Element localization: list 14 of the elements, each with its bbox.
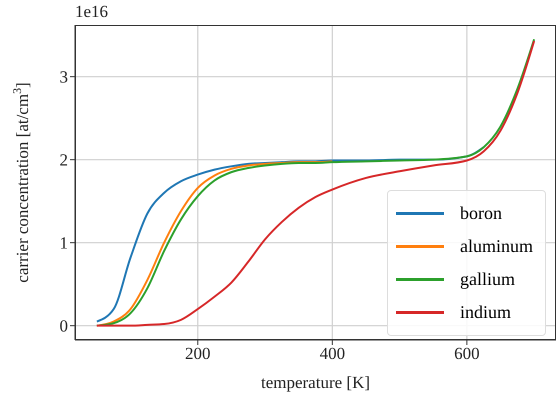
y-tick-label: 0	[60, 316, 68, 336]
text: 1e16	[75, 2, 108, 22]
y-tick-label: 3	[60, 68, 68, 87]
legend-label: aluminum	[460, 236, 533, 257]
x-tick-label: 400	[320, 344, 346, 364]
y-tick-label: 1	[60, 234, 68, 253]
legend-label: indium	[460, 302, 512, 323]
x-tick-label: 200	[185, 344, 211, 364]
x-axis-title: temperature [K]	[260, 373, 370, 392]
legend-label: boron	[460, 203, 502, 224]
x-tick-label: 600	[454, 344, 480, 364]
legend-label: gallium	[460, 269, 515, 290]
line-series	[96, 160, 334, 327]
y-tick-label: 2	[60, 150, 68, 170]
